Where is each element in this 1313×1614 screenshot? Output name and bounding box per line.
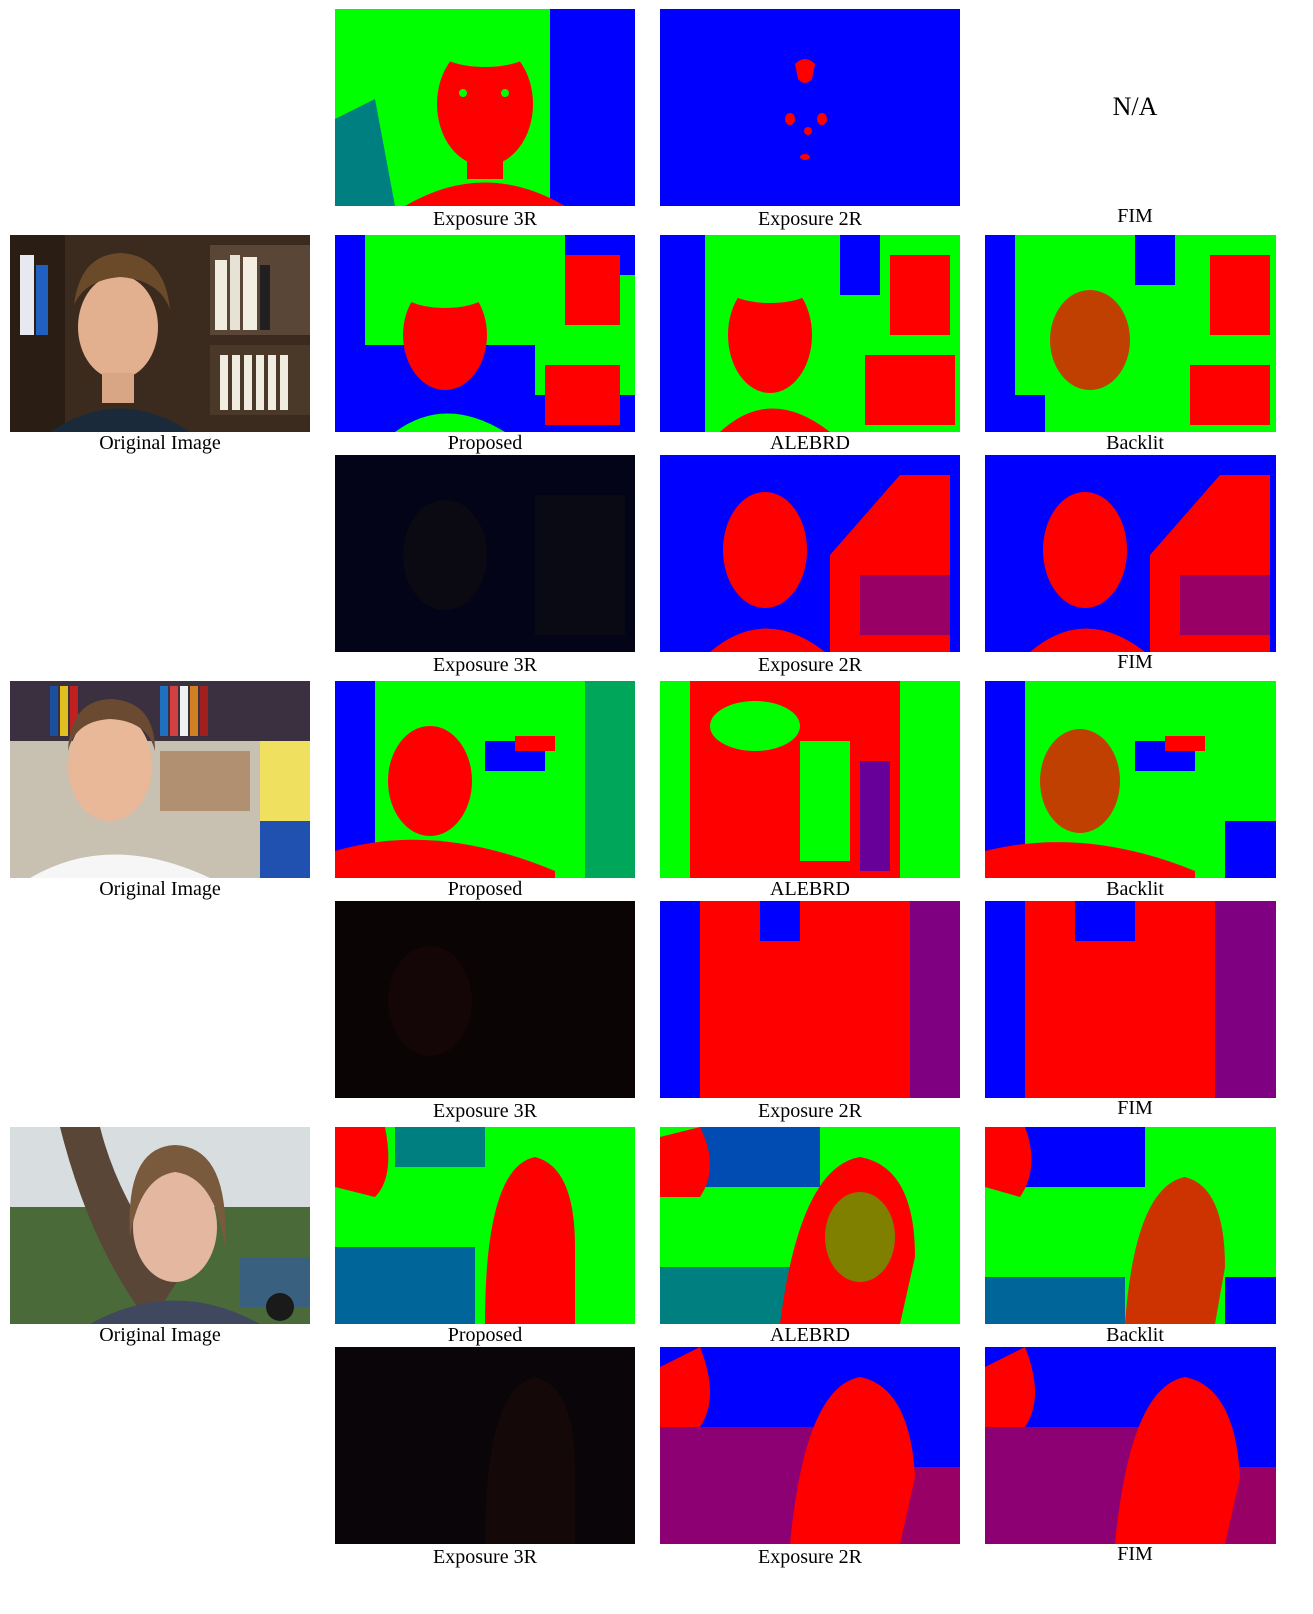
group3-fim-map [985, 1347, 1276, 1544]
group2-proposed-map [335, 681, 635, 878]
group1-proposed-map [335, 235, 635, 432]
original-image-2-caption: Original Image [99, 878, 221, 900]
group3-alebrd-caption: ALEBRD [770, 1324, 850, 1346]
group2-fim-caption: FIM [1117, 1097, 1153, 1119]
group2-alebrd-map [660, 681, 960, 878]
group3-proposed-map [335, 1127, 635, 1324]
group3-backlit-map [985, 1127, 1276, 1324]
group3-exposure-3r-caption: Exposure 3R [433, 1546, 537, 1568]
group2-exposure-3r-map [335, 901, 635, 1098]
group3-exposure-2r-map [660, 1347, 960, 1544]
original-image-1 [10, 235, 310, 432]
group2-alebrd-caption: ALEBRD [770, 878, 850, 900]
group2-fim-map [985, 901, 1276, 1098]
original-image-3-caption: Original Image [99, 1324, 221, 1346]
group1-fim-caption: FIM [1117, 651, 1153, 673]
original-image-1-caption: Original Image [99, 432, 221, 454]
group2-backlit-caption: Backlit [1106, 878, 1164, 900]
group2-backlit-map [985, 681, 1276, 878]
top-exposure-2r-caption: Exposure 2R [758, 208, 862, 230]
group3-backlit-caption: Backlit [1106, 1324, 1164, 1346]
top-exposure-3r-caption: Exposure 3R [433, 208, 537, 230]
group1-proposed-caption: Proposed [447, 432, 523, 454]
group1-backlit-map [985, 235, 1276, 432]
group1-alebrd-map [660, 235, 960, 432]
group3-exposure-3r-map [335, 1347, 635, 1544]
group1-backlit-caption: Backlit [1106, 432, 1164, 454]
original-image-3 [10, 1127, 310, 1324]
group3-alebrd-map [660, 1127, 960, 1324]
top-fim-placeholder: N/A [1112, 92, 1158, 121]
group1-exposure-2r-map [660, 455, 960, 652]
group1-exposure-3r-map [335, 455, 635, 652]
group2-exposure-3r-caption: Exposure 3R [433, 1100, 537, 1122]
group2-exposure-2r-map [660, 901, 960, 1098]
top-exposure-3r-map [335, 9, 635, 206]
group3-proposed-caption: Proposed [447, 1324, 523, 1346]
top-exposure-2r-map [660, 9, 960, 206]
group3-exposure-2r-caption: Exposure 2R [758, 1546, 862, 1568]
group3-fim-caption: FIM [1117, 1543, 1153, 1565]
original-image-2 [10, 681, 310, 878]
group1-fim-map [985, 455, 1276, 652]
group2-exposure-2r-caption: Exposure 2R [758, 1100, 862, 1122]
group1-exposure-2r-caption: Exposure 2R [758, 654, 862, 676]
group1-exposure-3r-caption: Exposure 3R [433, 654, 537, 676]
group2-proposed-caption: Proposed [447, 878, 523, 900]
group1-alebrd-caption: ALEBRD [770, 432, 850, 454]
top-fim-caption: FIM [1117, 205, 1153, 227]
